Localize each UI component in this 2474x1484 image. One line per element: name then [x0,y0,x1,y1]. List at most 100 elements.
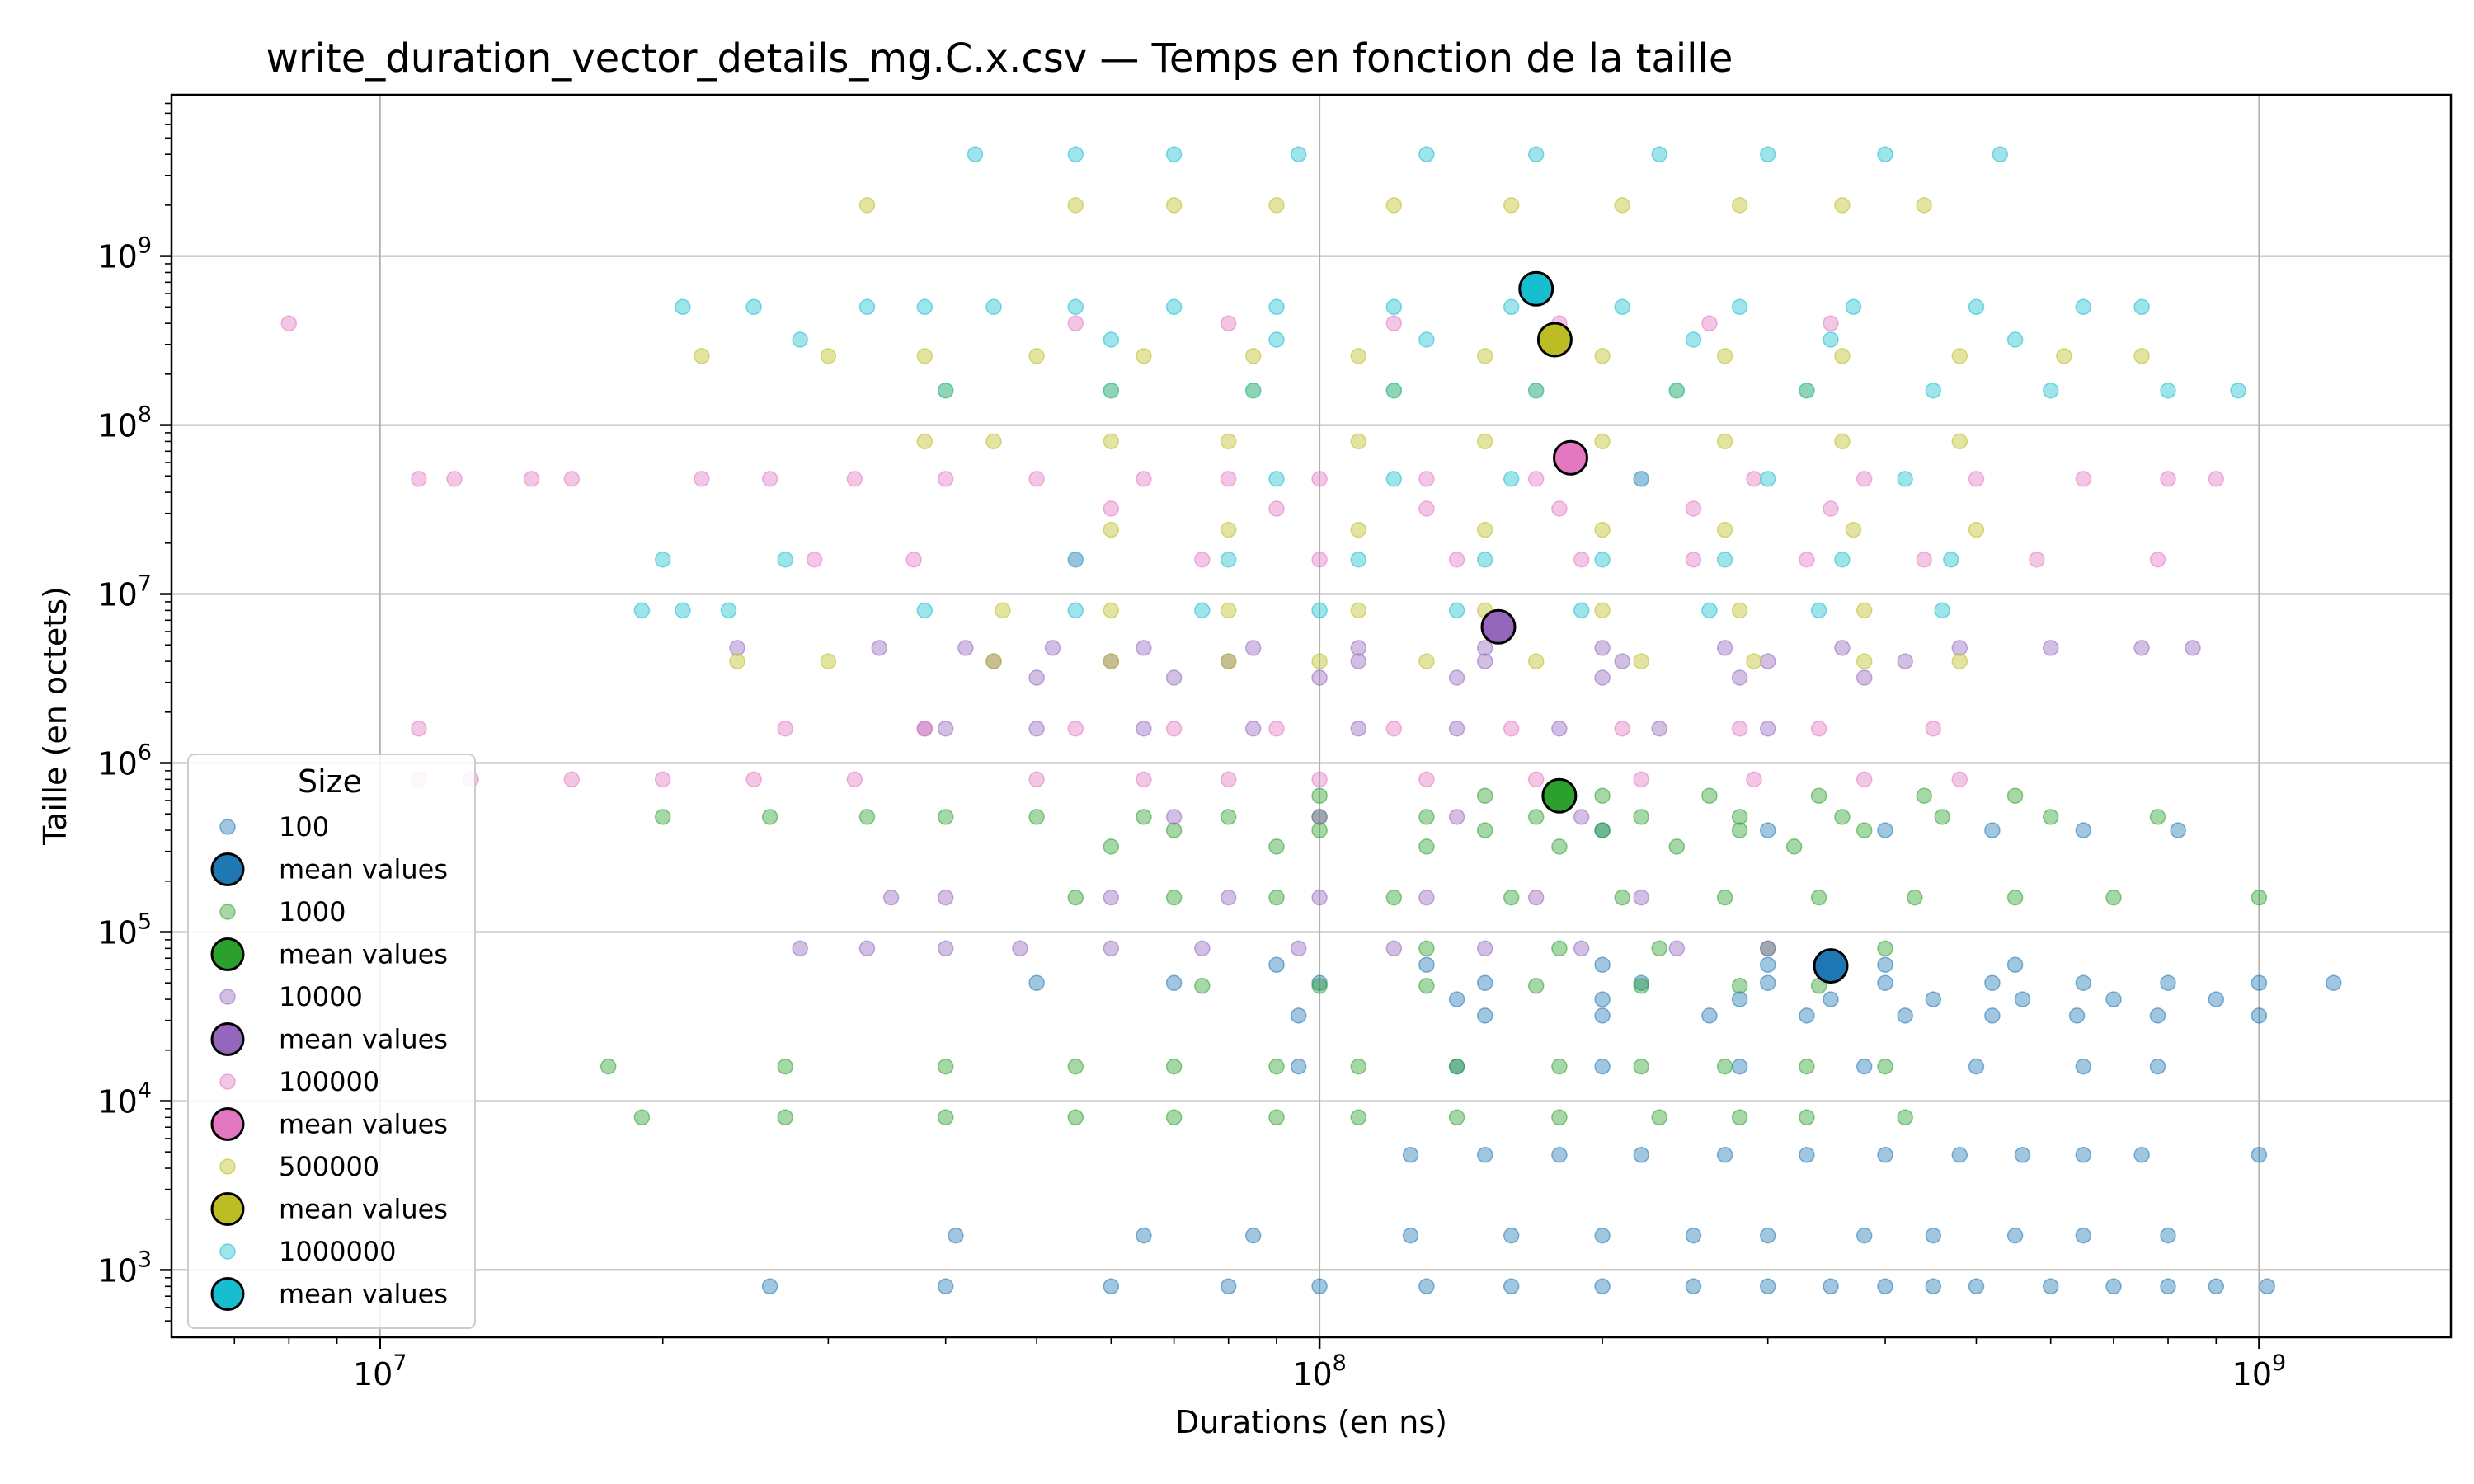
data-point-500000 [1220,433,1237,450]
data-point-100 [1594,1058,1611,1075]
data-point-500000 [694,348,710,364]
data-point-100000 [1028,771,1045,788]
data-point-500000 [1503,197,1520,214]
data-point-100000 [280,315,298,331]
data-point-100000 [1448,551,1465,568]
data-point-100000 [1633,771,1649,788]
legend: Size 100 mean values 1000 mean values 10000 me… [187,754,476,1329]
data-point-10000 [1028,669,1045,686]
data-point-100000 [1951,771,1968,788]
data-point-1000000 [1244,382,1262,399]
data-point-10000 [1290,940,1307,957]
data-point-1000 [2105,889,2122,906]
chart-title: write_duration_vector_details_mg.C.x.csv… [266,35,1733,82]
legend-label: 1000000 [279,1236,397,1267]
data-point-1000000 [777,551,793,568]
data-point-1000 [1731,822,1748,838]
data-point-1000 [1633,809,1649,825]
data-point-10000 [1951,640,1968,656]
data-point-500000 [1527,653,1545,669]
data-point-100000 [1746,771,1762,788]
data-point-10000 [1448,669,1465,686]
data-point-500000 [1103,653,1120,669]
data-point-100 [2160,1278,2176,1295]
data-point-1000000 [1385,382,1403,399]
data-point-100000 [1136,771,1152,788]
data-point-1000 [1311,978,1328,994]
legend-label: 1000 [279,896,346,928]
data-point-100 [2105,1278,2122,1295]
data-point-1000 [1448,1058,1465,1075]
data-point-10000 [792,940,808,957]
data-point-1000 [1668,838,1686,855]
data-point-1000000 [1968,298,1985,316]
legend-label: mean values [279,1024,448,1055]
data-point-1000 [1067,889,1084,906]
data-point-1000000 [2042,382,2059,399]
data-point-100000 [1418,471,1435,487]
data-point-1000000 [916,602,934,619]
data-point-1000000 [1823,331,1839,348]
data-point-1000 [1877,940,1893,957]
data-point-500000 [820,348,837,364]
data-point-1000000 [1614,298,1630,316]
data-point-1000 [1856,822,1873,838]
data-point-100 [1759,1278,1776,1295]
legend-marker-mean [210,1107,245,1141]
legend-box [187,754,476,1329]
data-point-100 [2075,1058,2092,1075]
data-point-1000000 [654,551,671,568]
data-point-500000 [1350,348,1367,364]
data-point-100000 [937,471,954,487]
data-point-100 [2133,1147,2150,1163]
data-point-1000000 [1810,602,1827,619]
data-point-100000 [563,471,581,487]
data-point-100000 [411,720,427,737]
data-point-10000 [1220,889,1237,906]
data-point-100000 [1823,500,1839,517]
data-point-100 [1984,822,2001,838]
data-point-10000 [1594,669,1611,686]
data-point-100000 [1573,551,1590,568]
plot-frame [170,93,2453,1339]
data-point-500000 [1594,521,1611,538]
data-point-10000 [937,940,954,957]
data-point-1000000 [1527,382,1545,399]
data-point-1000000 [1633,471,1649,487]
data-point-500000 [1220,602,1237,619]
data-point-1000000 [1103,382,1120,399]
y-tick-label: 104 [97,1078,152,1120]
data-point-500000 [1845,521,1862,538]
data-point-100 [2208,991,2225,1007]
data-point-10000 [937,720,954,737]
data-point-1000 [1594,822,1611,838]
data-point-100000 [1799,551,1815,568]
data-point-1000 [1268,838,1285,855]
data-point-100 [2006,1227,2024,1244]
data-point-500000 [1746,653,1762,669]
data-point-1000000 [1731,298,1748,316]
data-point-500000 [1716,433,1733,450]
data-point-500000 [1028,348,1045,364]
data-point-100 [1716,1147,1733,1163]
data-point-10000 [882,889,900,906]
data-point-100 [2075,1227,2092,1244]
data-point-1000 [1527,809,1545,825]
data-point-500000 [1951,348,1968,364]
data-point-100 [2325,974,2342,991]
data-point-100 [1731,991,1748,1007]
data-point-1000000 [792,331,808,348]
data-point-500000 [1856,653,1873,669]
data-point-100 [1968,1278,1985,1295]
data-point-10000 [871,640,888,656]
data-point-1000 [1268,1058,1285,1075]
data-point-10000 [1614,653,1630,669]
data-point-1000 [1731,978,1748,994]
x-axis-label: Durations (en ns) [1175,1404,1447,1440]
data-point-1000000 [1350,551,1367,568]
data-point-1000000 [2075,298,2092,316]
data-point-1000 [1810,787,1827,804]
data-point-100000 [1165,720,1183,737]
data-point-100 [1759,822,1776,838]
data-point-100000 [1268,500,1285,517]
